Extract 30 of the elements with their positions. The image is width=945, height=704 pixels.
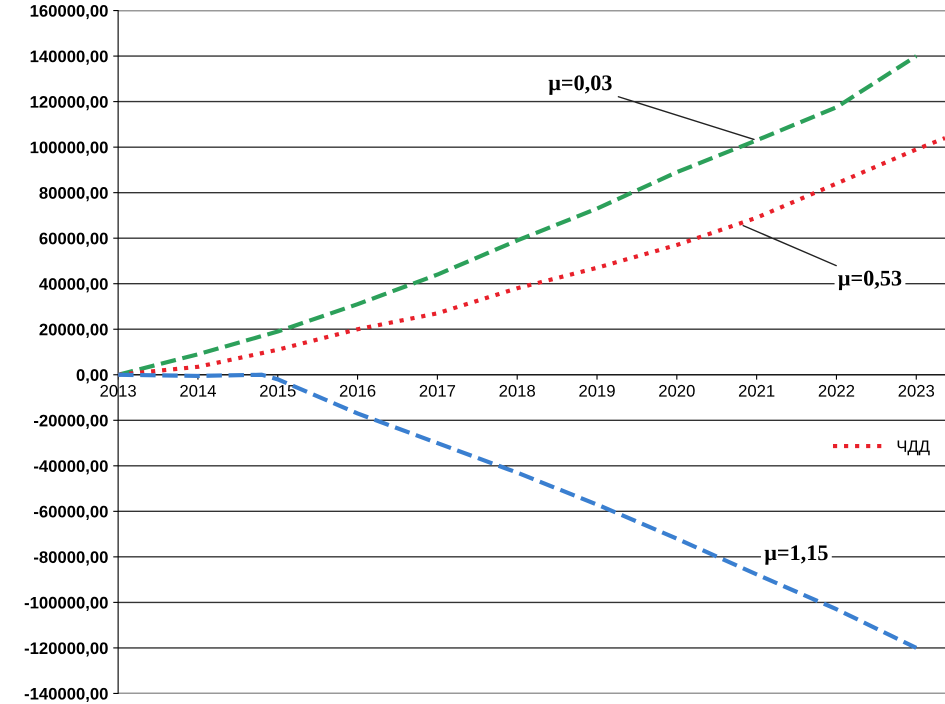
y-tick-label: 120000,00 <box>30 96 108 110</box>
y-tick-label: 160000,00 <box>30 4 108 20</box>
y-tick-label: -80000,00 <box>34 551 108 566</box>
annotation: μ=0,53 <box>838 270 902 290</box>
y-tick-label: 60000,00 <box>40 232 108 247</box>
y-tick-label: -20000,00 <box>34 414 108 429</box>
annotation: μ=1,15 <box>764 545 828 565</box>
y-tick-label: 100000,00 <box>30 142 108 156</box>
y-tick-label: -40000,00 <box>34 460 108 474</box>
legend-label: ЧДД <box>898 440 930 456</box>
y-tick-label: -60000,00 <box>34 506 108 520</box>
y-tick-label: 0,00 <box>76 369 108 384</box>
y-tick-label: -100000,00 <box>24 596 108 612</box>
x-tick-label: 2016 <box>340 384 376 397</box>
annotation: μ=0,03 <box>548 75 612 95</box>
x-tick-label: 2018 <box>500 384 536 397</box>
y-tick-label: 140000,00 <box>30 50 108 65</box>
y-tick-label: 80000,00 <box>39 187 108 202</box>
x-tick-label: 2020 <box>659 384 695 397</box>
x-tick-label: 2014 <box>180 384 216 397</box>
x-tick-label: 2022 <box>818 384 854 397</box>
y-tick-label: -140000,00 <box>24 688 108 702</box>
x-tick-label: 2015 <box>260 384 296 397</box>
y-tick-label: 40000,00 <box>39 278 108 292</box>
y-tick-label: -120000,00 <box>24 642 108 657</box>
x-tick-label: 2017 <box>420 384 456 397</box>
x-tick-label: 2023 <box>898 384 934 397</box>
x-tick-label: 2019 <box>579 384 615 397</box>
x-tick-label: 2021 <box>738 384 774 397</box>
y-tick-label: 20000,00 <box>39 324 108 338</box>
